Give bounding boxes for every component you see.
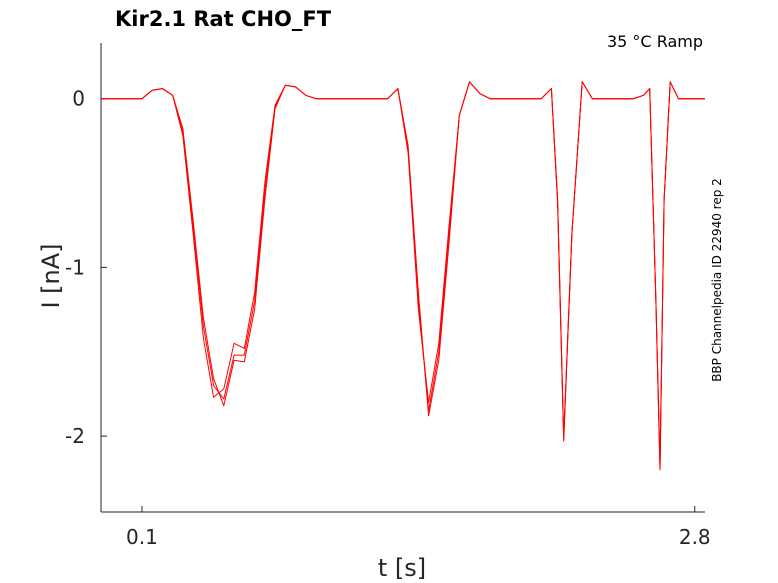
chart-title: Kir2.1 Rat CHO_FT (115, 7, 332, 31)
x-tick-label: 2.8 (679, 525, 711, 549)
plot-area: 0 -1 -2 0.1 2.8 (65, 43, 711, 549)
x-axis-label: t [s] (378, 554, 426, 582)
y-axis-label: I [nA] (37, 243, 65, 308)
y-tick-label: -2 (65, 424, 85, 448)
x-tick-label: 0.1 (126, 525, 158, 549)
chart-subtitle: 35 °C Ramp (607, 32, 703, 51)
y-tick-label: 0 (72, 87, 85, 111)
y-tick-label: -1 (65, 255, 85, 279)
series-line-3 (101, 81, 705, 471)
side-label: BBP Channelpedia ID 22940 rep 2 (710, 178, 724, 382)
